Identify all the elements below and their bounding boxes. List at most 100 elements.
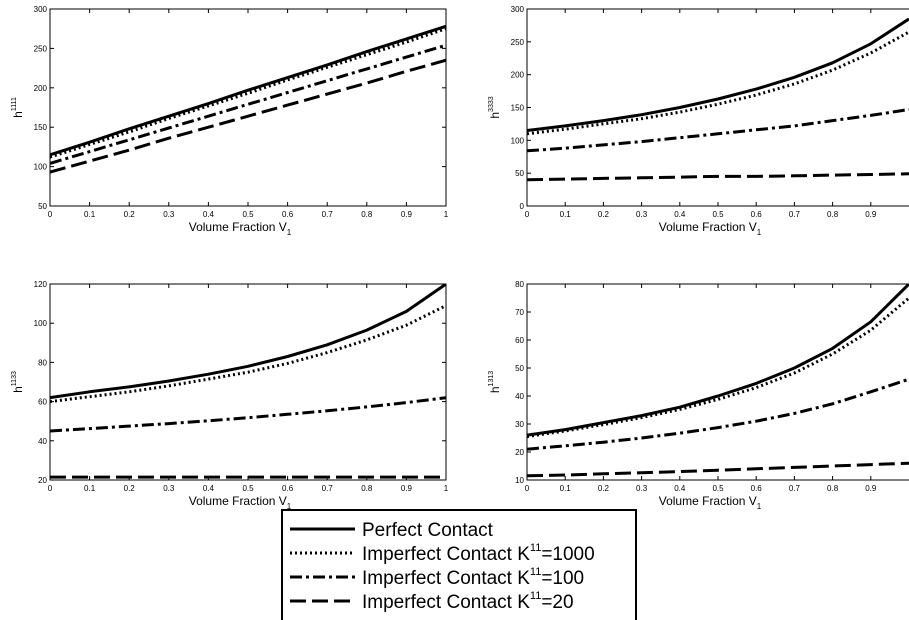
legend-entry-label: Imperfect Contact K11=1000 [362, 542, 595, 565]
x-tick-label: 0.4 [203, 210, 215, 219]
chart-panel-2: 0 0.1 0.2 0.3 0.4 0.5 0.6 0.7 0.8 0.9 0 50 100 150 200… [488, 5, 909, 237]
x-tick-label: 0.6 [751, 210, 763, 219]
chart-panel-1: 0 0.1 0.2 0.3 0.4 0.5 0.6 0.7 0.8 0.9 150100150200… [11, 5, 449, 237]
series-line-dashdot [527, 377, 909, 451]
chart-panel-3: 0 0.1 0.2 0.3 0.4 0.5 0.6 0.7 0.8 0.9 120406080100… [11, 280, 449, 511]
legend-entry-label: Perfect Contact [362, 520, 494, 541]
chart-panel-4: 0 0.1 0.2 0.3 0.4 0.5 0.6 0.7 0.8 0.9 10 20 30 40 50 60… [488, 280, 909, 511]
x-tick-label: 0.2 [598, 210, 610, 219]
x-tick-label: 0.7 [322, 210, 334, 219]
x-tick-label: 0.6 [282, 210, 294, 219]
x-tick-label: 0.5 [712, 484, 724, 493]
x-tick-label: 0.7 [789, 484, 801, 493]
y-axis-label: h1111 [11, 97, 25, 118]
y-tick-label: 20 [515, 448, 524, 457]
x-tick-label: 0.5 [242, 484, 254, 493]
x-tick-label: 0.2 [124, 210, 136, 219]
y-tick-label: 40 [515, 392, 524, 401]
x-tick-label: 0.9 [401, 210, 413, 219]
y-tick-label: 50 [515, 364, 524, 373]
y-tick-label: 100 [34, 163, 48, 172]
y-tick-label: 300 [511, 5, 525, 14]
x-tick-label: 0.2 [124, 484, 136, 493]
x-tick-label: 0.6 [282, 484, 294, 493]
y-tick-label: 150 [511, 104, 525, 113]
x-tick-label: 0.5 [712, 210, 724, 219]
x-tick-label: 1 [444, 210, 449, 219]
x-tick-label: 0.5 [242, 210, 254, 219]
x-tick-label: 0.9 [865, 210, 877, 219]
x-axis-label: Volume Fraction V1 [659, 220, 762, 237]
series-line-dashed [527, 461, 909, 478]
x-tick-label: 0.1 [560, 210, 572, 219]
x-tick-label: 0.1 [560, 484, 572, 493]
y-tick-label: 10 [515, 476, 524, 485]
y-tick-label: 250 [511, 38, 525, 47]
x-tick-label: 0.1 [84, 484, 96, 493]
y-tick-label: 120 [34, 280, 48, 289]
x-tick-label: 0.9 [401, 484, 413, 493]
x-axis-label: Volume Fraction V1 [659, 494, 762, 511]
x-tick-label: 0.7 [789, 210, 801, 219]
legend-entry-label: Imperfect Contact K11=20 [362, 590, 574, 613]
series-line-dashed [50, 58, 446, 174]
x-tick-label: 0.1 [84, 210, 96, 219]
y-tick-label: 80 [38, 358, 47, 367]
x-tick-label: 0.7 [322, 484, 334, 493]
y-tick-label: 250 [34, 44, 48, 53]
y-tick-label: 50 [38, 202, 47, 211]
x-tick-label: 0.6 [751, 484, 763, 493]
y-tick-label: 300 [34, 5, 48, 14]
y-tick-label: 150 [34, 123, 48, 132]
x-tick-label: 0.8 [827, 484, 839, 493]
x-axis-label: Volume Fraction V1 [189, 220, 292, 237]
x-tick-label: 0.4 [674, 210, 686, 219]
y-tick-label: 80 [515, 280, 524, 289]
y-tick-label: 100 [34, 319, 48, 328]
series-line-dashdot [50, 43, 446, 165]
x-tick-label: 1 [444, 484, 449, 493]
y-tick-label: 20 [38, 476, 47, 485]
axes-frame [49, 283, 447, 481]
y-tick-label: 100 [511, 136, 525, 145]
y-axis-label: h1313 [488, 371, 502, 393]
series-line-solid [527, 284, 909, 437]
x-tick-label: 0 [48, 210, 53, 219]
x-tick-label: 0.3 [163, 484, 175, 493]
y-tick-label: 60 [38, 398, 47, 407]
series-line-solid [50, 284, 446, 400]
y-tick-label: 200 [34, 84, 48, 93]
x-tick-label: 0.2 [598, 484, 610, 493]
series-line-dotted [527, 296, 909, 439]
series-line-dotted [50, 304, 446, 404]
x-tick-label: 0.3 [636, 484, 648, 493]
series-line-dashed [527, 172, 909, 182]
x-tick-label: 0 [48, 484, 53, 493]
x-tick-label: 0.4 [203, 484, 215, 493]
y-tick-label: 70 [515, 308, 524, 317]
x-tick-label: 0.8 [361, 484, 373, 493]
legend-entry-label: Imperfect Contact K11=100 [362, 566, 584, 589]
x-tick-label: 0.8 [361, 210, 373, 219]
series-line-dashdot [527, 108, 909, 153]
y-axis-label: h3333 [488, 96, 502, 118]
y-tick-label: 30 [515, 420, 524, 429]
x-tick-label: 0.3 [636, 210, 648, 219]
x-tick-label: 0.9 [865, 484, 877, 493]
series-line-solid [50, 24, 446, 157]
x-tick-label: 0.4 [674, 484, 686, 493]
series-line-dashdot [50, 396, 446, 433]
y-tick-label: 200 [511, 71, 525, 80]
x-tick-label: 0 [525, 210, 530, 219]
x-tick-label: 0 [525, 484, 530, 493]
y-tick-label: 40 [38, 437, 47, 446]
axes-frame [49, 8, 447, 207]
axes-frame [526, 283, 909, 481]
y-tick-label: 50 [515, 169, 524, 178]
series-line-dotted [50, 27, 446, 159]
plots-layer: 0 0.1 0.2 0.3 0.4 0.5 0.6 0.7 0.8 0.9 150100150200… [11, 5, 909, 511]
y-tick-label: 60 [515, 336, 524, 345]
x-axis-label: Volume Fraction V1 [189, 494, 292, 511]
